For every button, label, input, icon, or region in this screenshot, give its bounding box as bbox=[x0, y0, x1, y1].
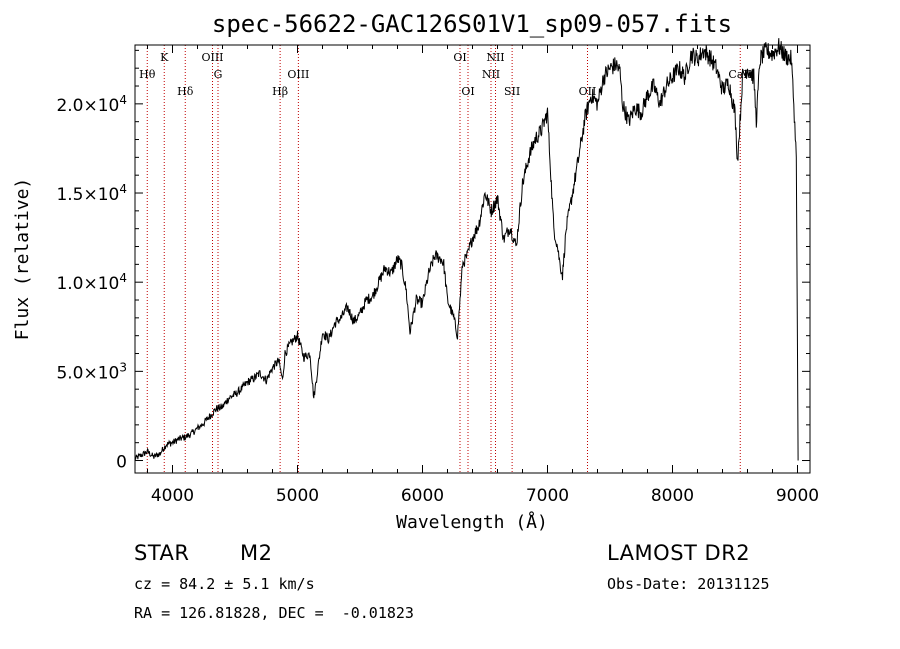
line-label: OIII bbox=[287, 68, 309, 81]
line-label: OII bbox=[579, 85, 597, 98]
y-tick-mantissa: 0 bbox=[116, 453, 127, 473]
y-tick-mantissa: 1.5×10 bbox=[56, 185, 119, 205]
y-tick-label: 2.0×104 bbox=[56, 93, 127, 116]
line-label: Hδ bbox=[177, 85, 194, 98]
observation-date: Obs-Date: 20131125 bbox=[607, 575, 770, 593]
x-tick-label: 8000 bbox=[651, 486, 694, 506]
x-axis-label: Wavelength (Å) bbox=[396, 511, 548, 533]
line-label: NII bbox=[482, 68, 500, 81]
object-subclass: M2 bbox=[240, 541, 273, 565]
y-tick-exponent: 4 bbox=[119, 93, 127, 107]
x-axis: 4000 5000 6000 7000 8000 9000 bbox=[147, 45, 819, 506]
y-tick-label: 1.5×104 bbox=[56, 182, 127, 205]
line-label: OIII bbox=[201, 51, 223, 64]
y-tick-label: 1.0×104 bbox=[56, 271, 127, 294]
x-tick-label: 6000 bbox=[401, 486, 444, 506]
line-label: Hθ bbox=[139, 68, 156, 81]
x-tick-label: 5000 bbox=[276, 486, 319, 506]
chart-title: spec-56622-GAC126S01V1_sp09-057.fits bbox=[212, 10, 732, 38]
survey-name: LAMOST DR2 bbox=[607, 541, 751, 565]
x-tick-label: 7000 bbox=[526, 486, 569, 506]
sky-coordinates: RA = 126.81828, DEC = -0.01823 bbox=[134, 604, 414, 622]
y-tick-exponent: 3 bbox=[119, 360, 127, 374]
line-label: K bbox=[160, 51, 169, 64]
redshift-velocity: cz = 84.2 ± 5.1 km/s bbox=[134, 575, 315, 593]
y-tick-label: 5.0×103 bbox=[56, 360, 127, 383]
line-label: OI bbox=[453, 51, 466, 64]
y-tick-mantissa: 5.0×10 bbox=[56, 363, 119, 383]
y-tick-mantissa: 2.0×10 bbox=[56, 96, 119, 116]
line-label: G bbox=[214, 68, 223, 81]
x-tick-label: 4000 bbox=[151, 486, 194, 506]
spectrum-line bbox=[134, 38, 799, 461]
y-tick-exponent: 4 bbox=[119, 182, 127, 196]
object-class: STAR bbox=[134, 541, 190, 565]
line-label: Hβ bbox=[272, 85, 288, 98]
line-label: NII bbox=[486, 51, 504, 64]
line-label: OI bbox=[461, 85, 474, 98]
y-tick-label: 0 bbox=[116, 453, 127, 473]
x-tick-label: 9000 bbox=[776, 486, 819, 506]
y-axis-label: Flux (relative) bbox=[12, 178, 33, 341]
y-tick-mantissa: 1.0×10 bbox=[56, 274, 119, 294]
y-tick-exponent: 4 bbox=[119, 271, 127, 285]
line-label: SII bbox=[504, 85, 520, 98]
